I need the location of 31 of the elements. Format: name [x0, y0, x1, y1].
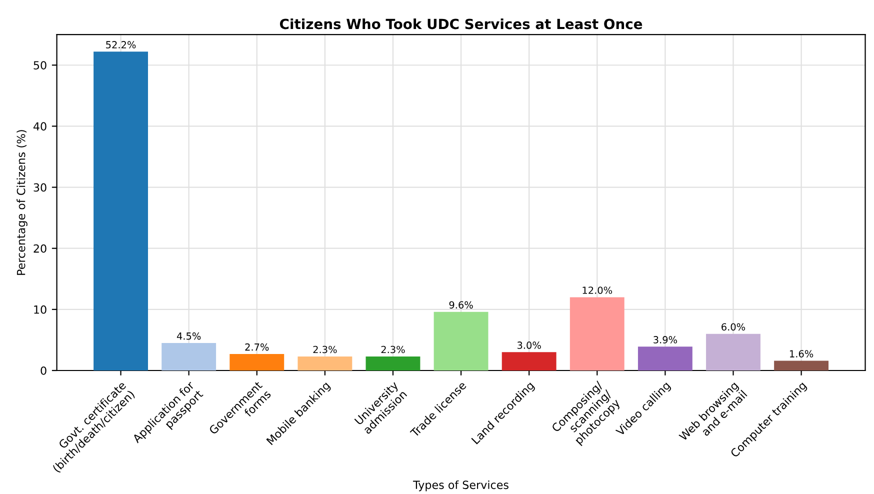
data-label: 3.9%: [654, 336, 678, 344]
data-label: 9.6%: [449, 301, 473, 309]
bar: [94, 52, 148, 370]
bar: [366, 356, 420, 370]
data-label: 52.2%: [106, 41, 136, 48]
x-axis-title: Types of Services: [413, 480, 508, 492]
bar: [570, 297, 624, 370]
y-tick-label: 0: [40, 366, 46, 375]
data-label: 3.0%: [517, 342, 541, 349]
data-label: 4.5%: [176, 332, 201, 340]
data-label: 12.0%: [582, 286, 612, 294]
bar: [638, 346, 692, 370]
data-label: 6.0%: [722, 323, 746, 331]
bar: [298, 356, 352, 370]
y-tick-label: 30: [34, 183, 46, 192]
y-tick-label: 10: [34, 305, 46, 314]
bar: [230, 354, 284, 370]
bar: [434, 312, 488, 370]
y-tick-label: 40: [33, 122, 46, 131]
data-label: 2.3%: [313, 346, 337, 354]
bar: [706, 334, 760, 370]
data-label: 1.6%: [790, 350, 814, 358]
data-label: 2.3%: [381, 346, 405, 354]
chart-title: Citizens Who Took UDC Services at Least Once: [280, 18, 642, 30]
bar: [502, 352, 556, 370]
y-tick-label: 20: [34, 244, 46, 253]
y-axis-title: Percentage of Citizens (%): [16, 130, 28, 275]
bar: [774, 360, 829, 370]
bar: [162, 343, 216, 370]
data-label: 2.7%: [245, 343, 269, 351]
y-tick-label: 50: [34, 61, 46, 70]
